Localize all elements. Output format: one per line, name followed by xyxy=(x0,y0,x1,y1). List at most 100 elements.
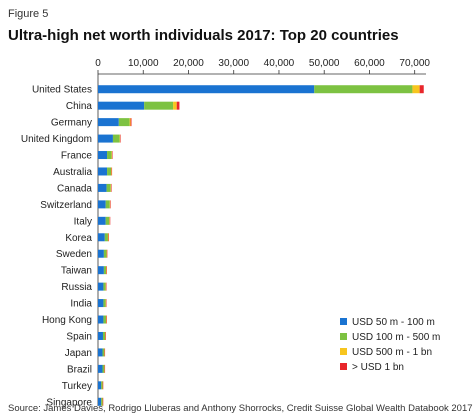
category-label: Italy xyxy=(74,216,92,227)
bar-segment xyxy=(98,266,104,275)
category-label: Spain xyxy=(66,331,92,342)
bar-segment xyxy=(120,134,121,143)
bar-segment xyxy=(419,85,424,94)
category-label: India xyxy=(70,299,92,310)
legend-swatch xyxy=(340,348,347,355)
legend-swatch xyxy=(340,363,347,370)
chart-title: Ultra-high net worth individuals 2017: T… xyxy=(8,27,399,44)
bar-segment xyxy=(119,134,121,143)
bar-segment xyxy=(98,233,105,242)
x-tick-label: 30,000 xyxy=(218,58,249,69)
bar-segment xyxy=(105,282,107,291)
bar-segment xyxy=(101,381,103,390)
x-tick-label: 70,000 xyxy=(399,58,430,69)
bar-segment xyxy=(98,167,108,176)
bar-segment xyxy=(110,183,112,192)
bar-segment xyxy=(112,151,113,160)
bar-segment xyxy=(98,299,104,308)
legend-label: USD 100 m - 500 m xyxy=(352,332,440,343)
bar-segment xyxy=(111,151,113,160)
bar-segment xyxy=(107,151,112,160)
bar-segment xyxy=(103,266,107,275)
category-label: China xyxy=(66,101,93,112)
bar-segment xyxy=(109,200,111,209)
bar-segment xyxy=(98,118,119,127)
bar-segment xyxy=(106,249,108,258)
bar-segment xyxy=(98,134,113,143)
legend-swatch xyxy=(340,333,347,340)
bar-segment xyxy=(98,331,103,340)
category-label: Hong Kong xyxy=(42,315,92,326)
category-label: United Kingdom xyxy=(21,134,92,145)
bar-segment xyxy=(118,118,130,127)
bar-segment xyxy=(98,85,315,94)
bar-segment xyxy=(130,118,132,127)
bar-segment xyxy=(98,381,102,390)
x-tick-label: 60,000 xyxy=(354,58,385,69)
bar-segment xyxy=(176,101,180,110)
bar-segment xyxy=(111,167,113,176)
bar-segment xyxy=(98,200,106,209)
bar-segment xyxy=(107,233,109,242)
bar-segment xyxy=(98,216,106,225)
category-label: Germany xyxy=(51,118,92,129)
bar-segment xyxy=(102,397,104,406)
bar-segment xyxy=(111,183,112,192)
bar-segment xyxy=(108,233,109,242)
category-label: Russia xyxy=(61,282,92,293)
bar-segment xyxy=(109,216,111,225)
category-label: France xyxy=(61,151,93,162)
bar-segment xyxy=(314,85,413,94)
bar-segment xyxy=(105,299,107,308)
bar-segment xyxy=(107,167,112,176)
bar-segment xyxy=(98,315,104,324)
category-label: Taiwan xyxy=(61,266,92,277)
category-label: Sweden xyxy=(56,249,92,260)
bar-segment xyxy=(98,397,102,406)
bar-segment xyxy=(173,101,177,110)
bar-segment xyxy=(98,348,103,357)
bar-segment xyxy=(105,216,110,225)
legend-label: USD 500 m - 1 bn xyxy=(352,347,432,358)
bar-segment xyxy=(98,101,145,110)
bar-segment xyxy=(103,249,107,258)
category-label: Japan xyxy=(65,348,92,359)
bar-segment xyxy=(104,364,106,373)
x-tick-label: 20,000 xyxy=(173,58,204,69)
category-label: Switzerland xyxy=(40,200,92,211)
bar-segment xyxy=(103,282,106,291)
bar-segment xyxy=(104,348,106,357)
bar-segment xyxy=(111,167,112,176)
x-tick-label: 50,000 xyxy=(309,58,340,69)
legend-label: > USD 1 bn xyxy=(352,362,404,373)
bar-segment xyxy=(106,183,111,192)
bar-segment xyxy=(102,364,105,373)
bar-segment xyxy=(106,315,107,324)
bar-segment xyxy=(103,315,107,324)
category-label: Turkey xyxy=(62,381,92,392)
category-label: Canada xyxy=(57,183,92,194)
bar-segment xyxy=(109,216,110,225)
bar-segment xyxy=(102,348,105,357)
chart-source: Source: James Davies, Rodrigo Lluberas a… xyxy=(8,403,473,414)
category-label: Brazil xyxy=(67,364,92,375)
bar-segment xyxy=(98,183,107,192)
bar-segment xyxy=(103,299,106,308)
bar-segment xyxy=(98,364,103,373)
bar-segment xyxy=(98,282,104,291)
bar-segment xyxy=(98,151,108,160)
bar-segment xyxy=(110,200,111,209)
x-tick-label: 0 xyxy=(95,58,101,69)
category-label: Korea xyxy=(65,233,92,244)
figure-label: Figure 5 xyxy=(8,8,49,20)
bar-segment xyxy=(106,266,107,275)
bar-segment xyxy=(144,101,174,110)
bar-segment xyxy=(129,118,131,127)
category-label: Singapore xyxy=(46,397,92,408)
bar-segment xyxy=(412,85,420,94)
x-tick-label: 10,000 xyxy=(128,58,159,69)
legend-label: USD 50 m - 100 m xyxy=(352,317,435,328)
category-label: United States xyxy=(32,85,92,96)
category-label: Australia xyxy=(53,167,92,178)
